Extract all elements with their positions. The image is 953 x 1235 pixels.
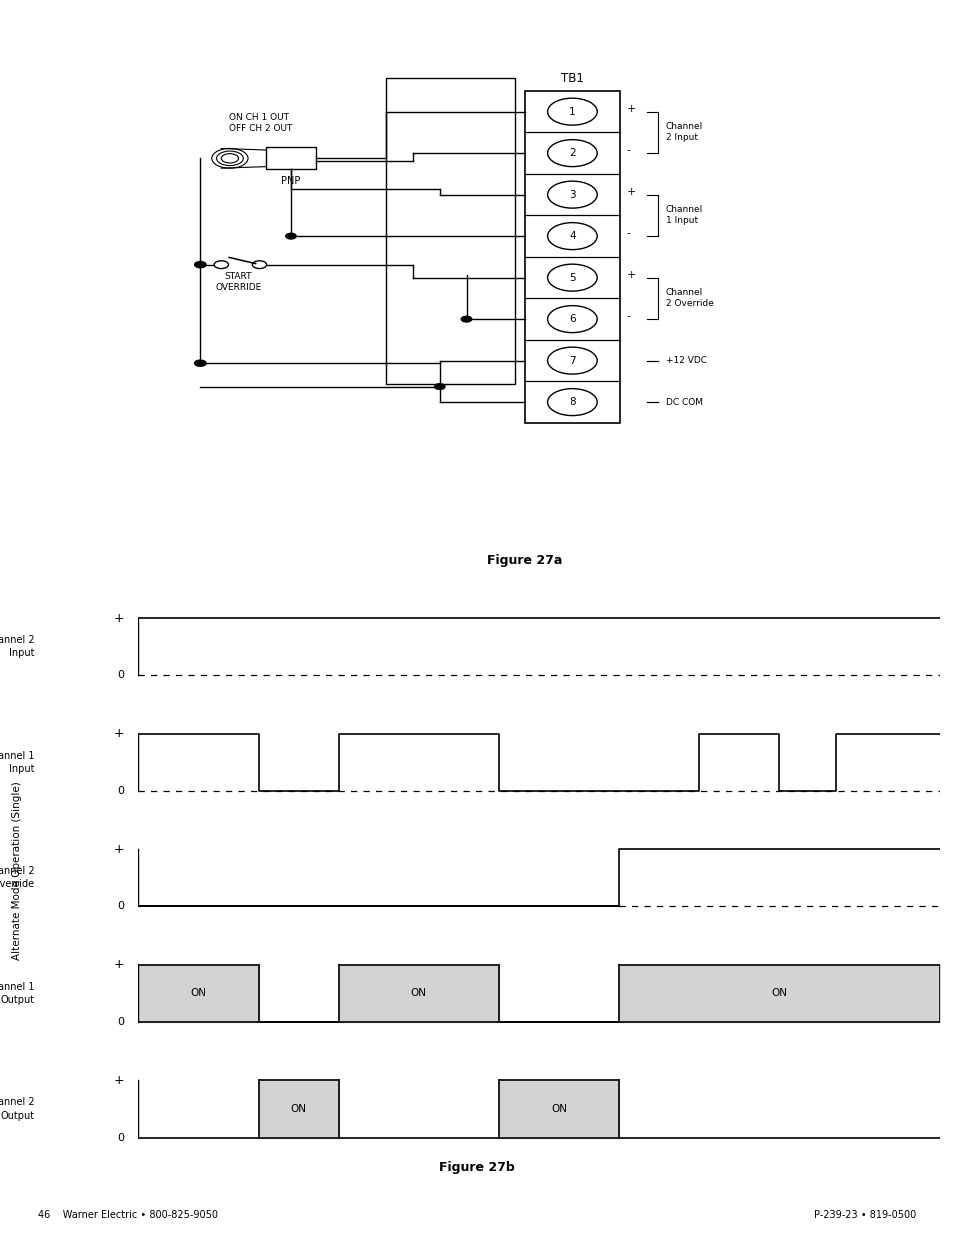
Text: 2: 2 — [569, 148, 575, 158]
Text: ON: ON — [551, 1104, 566, 1114]
Circle shape — [547, 305, 597, 332]
Text: 46    Warner Electric • 800-825-9050: 46 Warner Electric • 800-825-9050 — [38, 1210, 218, 1220]
Circle shape — [434, 384, 444, 389]
Text: Figure 27a: Figure 27a — [486, 553, 562, 567]
Text: Channel 2
Input: Channel 2 Input — [0, 635, 34, 658]
Circle shape — [547, 98, 597, 125]
Text: -: - — [626, 228, 630, 238]
Text: -: - — [626, 144, 630, 156]
Text: +: + — [626, 186, 636, 196]
Text: +: + — [113, 727, 124, 740]
Circle shape — [221, 153, 238, 163]
Bar — [266, 147, 315, 169]
Text: Channel 1
Input: Channel 1 Input — [0, 751, 34, 774]
Text: Channel
1 Input: Channel 1 Input — [665, 205, 702, 226]
Text: +: + — [113, 958, 124, 972]
Text: 1: 1 — [569, 106, 575, 116]
Circle shape — [547, 182, 597, 209]
Text: +: + — [626, 104, 636, 114]
Text: Channel
2 Override: Channel 2 Override — [665, 288, 713, 309]
Circle shape — [286, 233, 295, 240]
Text: Figure 27b: Figure 27b — [438, 1161, 515, 1173]
Circle shape — [460, 316, 471, 322]
Text: Channel
2 Input: Channel 2 Input — [665, 122, 702, 142]
Circle shape — [216, 151, 243, 165]
Text: PNP: PNP — [281, 175, 300, 186]
Text: 4: 4 — [569, 231, 575, 241]
Circle shape — [194, 262, 206, 268]
Text: 5: 5 — [569, 273, 575, 283]
Text: TB1: TB1 — [560, 72, 583, 85]
Text: +: + — [113, 1074, 124, 1087]
Text: ON: ON — [771, 988, 786, 998]
Circle shape — [547, 140, 597, 167]
Circle shape — [212, 148, 248, 168]
Text: 7: 7 — [569, 356, 575, 366]
Text: +: + — [113, 611, 124, 625]
Text: Alternate Mode Operation (Single): Alternate Mode Operation (Single) — [11, 782, 22, 960]
Text: +12 VDC: +12 VDC — [665, 356, 706, 366]
Bar — [386, 78, 515, 384]
Text: 3: 3 — [569, 190, 575, 200]
Text: Channel 2
Output: Channel 2 Output — [0, 1098, 34, 1120]
Text: 0: 0 — [117, 902, 124, 911]
Circle shape — [547, 347, 597, 374]
Text: 0: 0 — [117, 1132, 124, 1142]
Text: Channel 1
Output: Channel 1 Output — [0, 982, 34, 1005]
Text: ON CH 1 OUT
OFF CH 2 OUT: ON CH 1 OUT OFF CH 2 OUT — [229, 112, 292, 133]
Circle shape — [252, 261, 266, 268]
Text: 0: 0 — [117, 785, 124, 795]
Circle shape — [547, 264, 597, 291]
Circle shape — [213, 261, 229, 268]
Text: +: + — [626, 269, 636, 279]
Text: ON: ON — [191, 988, 206, 998]
Text: +: + — [113, 842, 124, 856]
Circle shape — [547, 222, 597, 249]
Text: 6: 6 — [569, 314, 575, 324]
Text: -: - — [626, 311, 630, 321]
Text: ON: ON — [411, 988, 426, 998]
Bar — [524, 91, 619, 422]
Text: 0: 0 — [117, 671, 124, 680]
Text: 8: 8 — [569, 398, 575, 408]
Circle shape — [194, 361, 206, 367]
Circle shape — [547, 389, 597, 416]
Text: P-239-23 • 819-0500: P-239-23 • 819-0500 — [813, 1210, 915, 1220]
Text: START
OVERRIDE: START OVERRIDE — [215, 272, 261, 291]
Text: ON: ON — [291, 1104, 306, 1114]
Text: Channel 2
Override: Channel 2 Override — [0, 866, 34, 889]
Text: DC COM: DC COM — [665, 398, 702, 406]
Text: 0: 0 — [117, 1016, 124, 1028]
